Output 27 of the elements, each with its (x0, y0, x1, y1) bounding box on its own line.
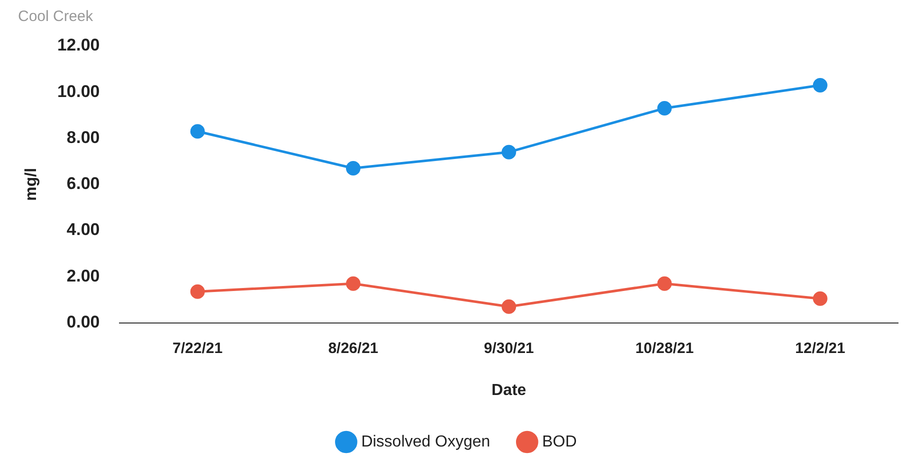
legend-label: BOD (542, 433, 577, 450)
legend-label: Dissolved Oxygen (361, 433, 490, 450)
point (657, 276, 672, 291)
y-tick-label: 10.00 (57, 82, 100, 101)
x-tick-label: 10/28/21 (635, 340, 694, 357)
point (812, 291, 828, 306)
point (502, 299, 516, 314)
x-axis-title: Date (492, 382, 526, 399)
x-tick-label: 12/2/21 (795, 340, 846, 357)
chart-title: Cool Creek (18, 8, 94, 26)
y-tick-label: 0.00 (66, 312, 100, 332)
point (346, 276, 360, 291)
y-tick-label: 8.00 (66, 128, 100, 147)
point (190, 124, 205, 139)
y-tick-label: 12.00 (57, 36, 100, 55)
x-tick-label: 9/30/21 (484, 340, 534, 357)
y-tick-label: 4.00 (66, 220, 100, 240)
point (657, 101, 672, 116)
point (346, 161, 360, 176)
x-tick-label: 8/26/21 (328, 340, 378, 357)
y-axis-title: mg/l (23, 168, 40, 201)
point (502, 144, 516, 160)
y-tick-label: 2.00 (66, 266, 100, 286)
point (190, 284, 205, 299)
y-tick-label: 6.00 (66, 174, 100, 194)
point (812, 78, 828, 92)
x-tick-label: 7/22/21 (172, 340, 223, 357)
